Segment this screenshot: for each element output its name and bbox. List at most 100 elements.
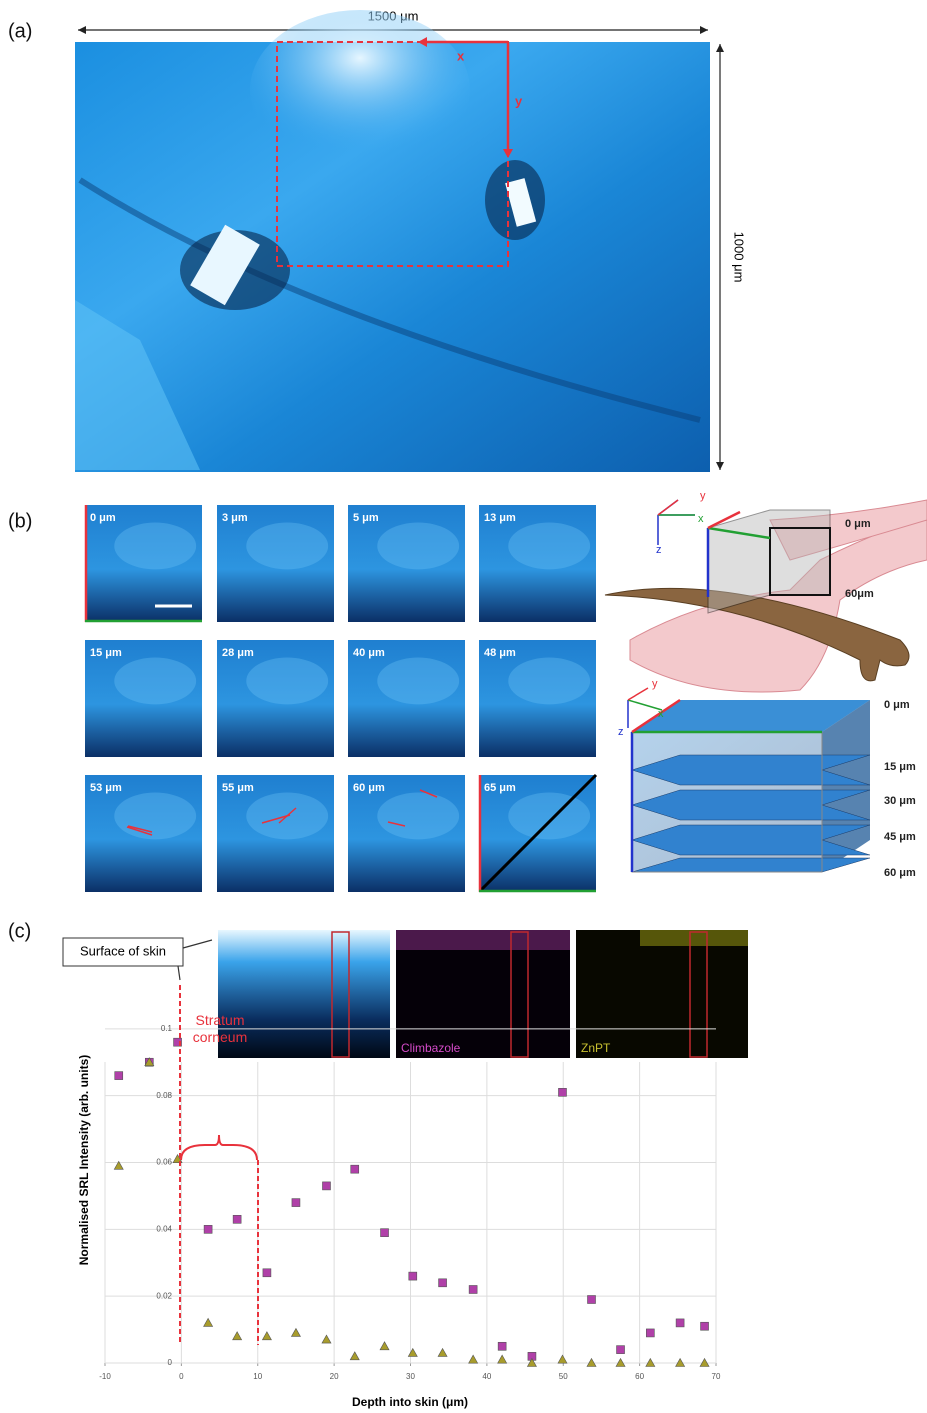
axis-letter: x: [698, 513, 704, 525]
annotation: Stratum corneum: [175, 1012, 265, 1046]
axis-letter: y: [700, 490, 706, 502]
y-tick-label: 0.08: [156, 1091, 172, 1100]
point: [646, 1329, 654, 1337]
tile-depth: 48 μm: [484, 647, 516, 659]
tile-depth: 55 μm: [222, 782, 254, 794]
x-tick-label: 30: [406, 1372, 415, 1381]
axes-icon: [628, 688, 648, 700]
depth-label: 15 μm: [884, 761, 916, 773]
stack-depths: 0 μm 15 μm 30 μm 45 μm 60 μm: [884, 699, 916, 879]
tile-feature: [114, 658, 196, 705]
depth-label: 60μm: [845, 588, 874, 600]
y-axis-label: Normalised SRL Intensity (arb. units): [77, 1055, 91, 1265]
y-tick-label: 0.04: [156, 1224, 172, 1233]
depth-label: 30 μm: [884, 795, 916, 807]
point: [322, 1182, 330, 1190]
depth-label: 45 μm: [884, 831, 916, 843]
point: [701, 1322, 709, 1330]
scatter-chart: -10 0 10 20 30 40 50 60 70 0 0.02 0.04 0.06 0.08 0.1: [99, 1024, 721, 1381]
y-tick-label: 0.1: [161, 1024, 173, 1033]
depth-label: 0 μm: [845, 518, 871, 530]
tile-depth: 53 μm: [90, 782, 122, 794]
x-tick-label: 10: [253, 1372, 262, 1381]
y-tick-label: 0.06: [156, 1158, 172, 1167]
figure: (a) 1500 μm 1000 μm x y (b) 0 μm3 μm5 μm…: [0, 0, 927, 1413]
tile-feature: [246, 658, 328, 705]
point: [438, 1348, 447, 1356]
x-tick-label: 60: [635, 1372, 644, 1381]
tile-depth: 15 μm: [90, 647, 122, 659]
depth-label: 60 μm: [884, 867, 916, 879]
y-tick-label: 0: [168, 1358, 173, 1367]
inset-label: Climbazole: [401, 1041, 461, 1055]
axes-icon: [658, 500, 695, 545]
point: [558, 1088, 566, 1096]
point: [469, 1355, 478, 1363]
tile-feature: [114, 793, 196, 840]
tile-depth: 13 μm: [484, 512, 516, 524]
tile-depth: 0 μm: [90, 512, 116, 524]
inset-label: ZnPT: [581, 1041, 611, 1055]
inset-image: [576, 930, 748, 1058]
panel-label: (b): [8, 510, 32, 532]
axes-icon: [628, 700, 662, 710]
point: [588, 1296, 596, 1304]
figure-canvas: (a) 1500 μm 1000 μm x y (b) 0 μm3 μm5 μm…: [0, 0, 927, 1413]
axes-icon: [658, 500, 678, 515]
point: [291, 1328, 300, 1336]
point: [351, 1165, 359, 1173]
image-feature: [250, 10, 470, 170]
tile-feature: [508, 658, 590, 705]
tile-depth: 3 μm: [222, 512, 248, 524]
tile-feature: [246, 523, 328, 570]
height-label: 1000 μm: [732, 232, 747, 283]
point: [558, 1355, 567, 1363]
axis-letter: x: [658, 708, 664, 720]
point: [204, 1225, 212, 1233]
point: [115, 1072, 123, 1080]
point: [676, 1319, 684, 1327]
x-tick-label: 20: [330, 1372, 339, 1381]
x-tick-label: 40: [482, 1372, 491, 1381]
axis-letter: y: [515, 93, 523, 108]
point: [617, 1346, 625, 1354]
point: [469, 1285, 477, 1293]
point: [233, 1332, 242, 1340]
panel-label: (c): [8, 920, 31, 942]
depth-label: 0 μm: [884, 699, 910, 711]
point: [380, 1342, 389, 1350]
point: [408, 1348, 417, 1356]
point: [350, 1352, 359, 1360]
panel-label: (a): [8, 20, 32, 42]
point: [263, 1269, 271, 1277]
tile-feature: [377, 658, 459, 705]
tile-depth: 5 μm: [353, 512, 379, 524]
tile-depth: 60 μm: [353, 782, 385, 794]
point: [381, 1229, 389, 1237]
x-tick-label: -10: [99, 1372, 111, 1381]
point: [322, 1335, 331, 1343]
point: [409, 1272, 417, 1280]
point: [204, 1318, 213, 1326]
point: [262, 1332, 271, 1340]
brace: [181, 1135, 257, 1160]
tile-depth: 28 μm: [222, 647, 254, 659]
axis-letter: y: [652, 678, 658, 690]
x-tick-label: 50: [559, 1372, 568, 1381]
point: [233, 1215, 241, 1223]
tile-feature: [508, 523, 590, 570]
x-tick-label: 70: [712, 1372, 721, 1381]
tile-feature: [377, 793, 459, 840]
point: [498, 1342, 506, 1350]
tile-feature: [114, 523, 196, 570]
x-tick-label: 0: [179, 1372, 184, 1381]
point: [292, 1199, 300, 1207]
tile-depth: 65 μm: [484, 782, 516, 794]
axis-letter: x: [457, 48, 465, 63]
tile-feature: [377, 523, 459, 570]
tile-feature: [508, 793, 590, 840]
annotation: Surface of skin: [80, 943, 166, 958]
y-tick-label: 0.02: [156, 1291, 172, 1300]
point: [439, 1279, 447, 1287]
